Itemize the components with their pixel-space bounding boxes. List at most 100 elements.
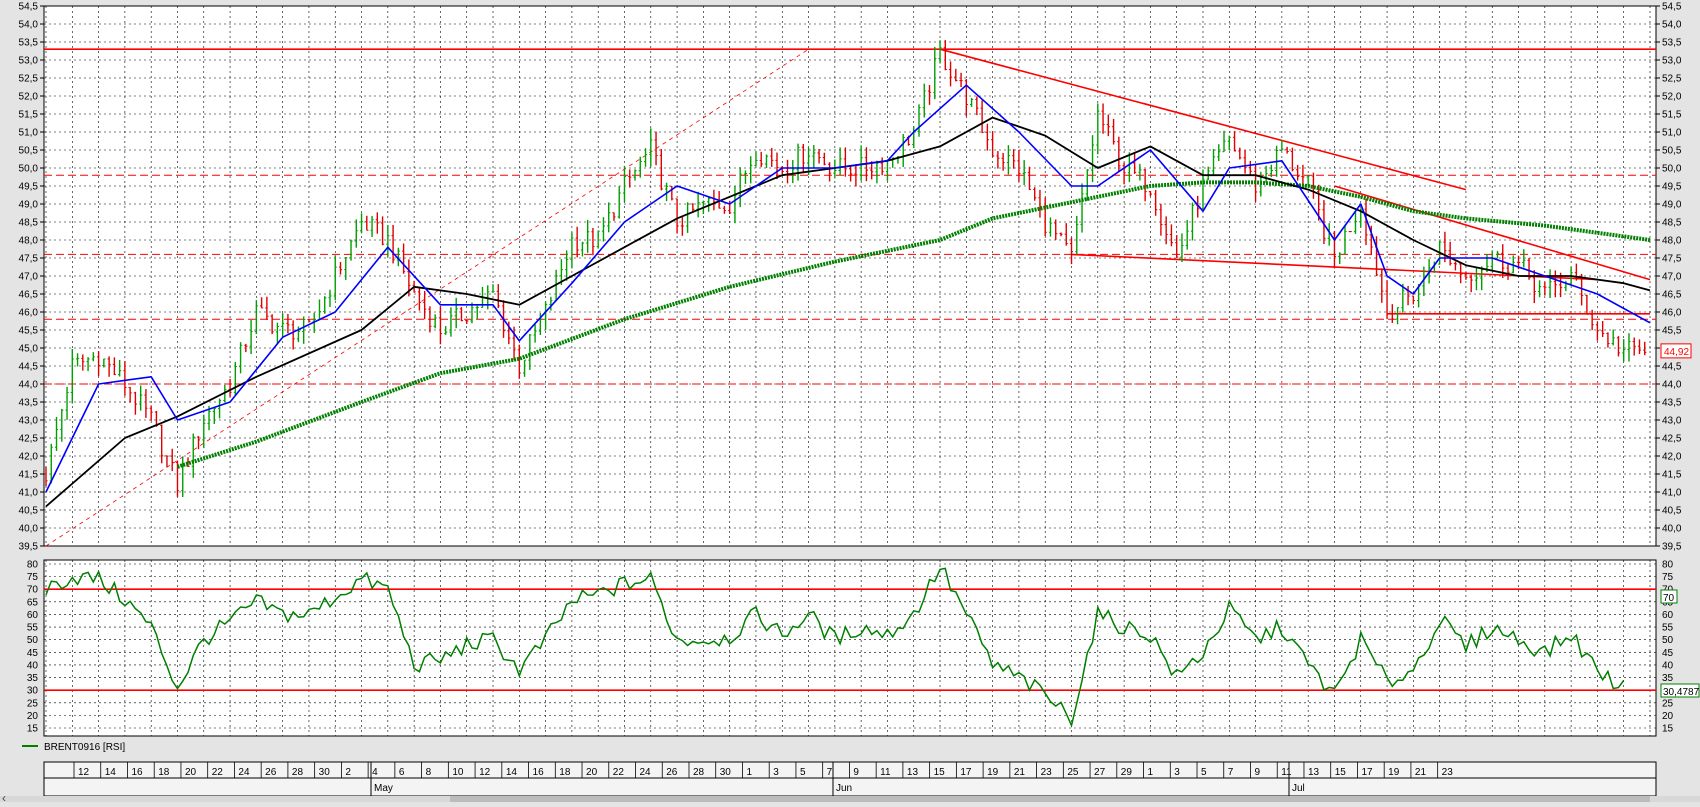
date-label: 4: [372, 767, 378, 778]
date-label: 17: [1361, 767, 1373, 778]
date-label: 9: [1254, 767, 1260, 778]
date-label: 15: [1335, 767, 1347, 778]
date-label: 23: [1041, 767, 1053, 778]
date-label: 24: [640, 767, 652, 778]
date-label: 21: [1415, 767, 1427, 778]
rsi-panel-frame: [43, 559, 1657, 737]
rsi-right-tick-label: 20: [1662, 711, 1674, 722]
price-right-tick-label: 50,0: [1662, 164, 1682, 175]
rsi-left-tick-label: 40: [27, 660, 39, 671]
price-right-tick-label: 51,0: [1662, 128, 1682, 139]
price-left-tick-label: 48,0: [19, 236, 39, 247]
rsi-left-tick-label: 20: [27, 711, 39, 722]
date-label: 1: [746, 767, 752, 778]
date-label: 5: [800, 767, 806, 778]
date-label: 3: [773, 767, 779, 778]
price-left-tick-label: 49,0: [19, 200, 39, 211]
rsi-series-line: [45, 567, 1625, 728]
trendline: [1334, 185, 1651, 281]
scrollbar-thumb[interactable]: [450, 796, 1650, 802]
rsi-right-tick-label: 60: [1662, 610, 1674, 621]
price-left-tick-label: 42,5: [19, 434, 39, 445]
price-right-tick-label: 42,5: [1662, 434, 1682, 445]
price-left-tick-label: 45,0: [19, 344, 39, 355]
price-right-tick-label: 48,5: [1662, 218, 1682, 229]
price-right-tick-label: 45,5: [1662, 326, 1682, 337]
date-label: 23: [1442, 767, 1454, 778]
scroll-left-arrow-icon[interactable]: ‹: [2, 791, 6, 805]
date-label: 12: [78, 767, 90, 778]
rsi-left-tick-label: 45: [27, 648, 39, 659]
rsi-legend: BRENT0916 [RSI]: [22, 742, 125, 753]
price-right-tick-label: 52,5: [1662, 74, 1682, 85]
date-label: 16: [131, 767, 143, 778]
rsi-right-tick-label: 75: [1662, 572, 1674, 583]
price-right-tick-label: 52,0: [1662, 92, 1682, 103]
date-axis: 12 14 16 18 20 22 24 26 28 30 2 4 6 8 10 12 14 16 18 20 22 24…: [73, 762, 1454, 796]
price-right-tick-label: 48,0: [1662, 236, 1682, 247]
rsi-right-tick-label: 35: [1662, 673, 1674, 684]
ma-fast-line: [45, 84, 1651, 493]
date-label: 5: [1201, 767, 1207, 778]
price-right-tick-label: 47,0: [1662, 272, 1682, 283]
rsi-right-tick-label: 15: [1662, 724, 1674, 735]
price-left-tick-label: 39,5: [19, 542, 39, 553]
date-label: 7: [827, 767, 833, 778]
date-label: 20: [586, 767, 598, 778]
date-label: 1: [1148, 767, 1154, 778]
rsi-left-tick-label: 55: [27, 623, 39, 634]
date-label: 27: [1094, 767, 1106, 778]
date-label: 19: [1388, 767, 1400, 778]
date-label: 6: [399, 767, 405, 778]
price-left-tick-label: 40,5: [19, 506, 39, 517]
rsi-right-tick-label: 40: [1662, 660, 1674, 671]
rsi-right-tick-label: 55: [1662, 623, 1674, 634]
price-right-tick-label: 53,5: [1662, 38, 1682, 49]
price-right-tick-label: 43,5: [1662, 398, 1682, 409]
price-left-tick-label: 50,0: [19, 164, 39, 175]
date-label: 26: [666, 767, 678, 778]
rsi-upper-box: [1660, 589, 1678, 604]
rsi-left-tick-label: 75: [27, 572, 39, 583]
date-label: 28: [292, 767, 304, 778]
date-label: 16: [533, 767, 545, 778]
date-label: 12: [479, 767, 491, 778]
price-right-tick-label: 43,0: [1662, 416, 1682, 427]
date-label: 26: [265, 767, 277, 778]
price-left-tick-label: 51,0: [19, 128, 39, 139]
rsi-right-tick-label: 45: [1662, 648, 1674, 659]
date-label: 19: [987, 767, 999, 778]
date-label: 7: [1228, 767, 1234, 778]
month-label: May: [374, 783, 393, 794]
price-left-tick-label: 49,5: [19, 182, 39, 193]
date-label: 2: [345, 767, 351, 778]
date-label: 18: [158, 767, 170, 778]
price-left-tick-label: 46,0: [19, 308, 39, 319]
date-axis-frame: [43, 761, 1657, 797]
date-label: 17: [960, 767, 972, 778]
price-right-tick-label: 54,0: [1662, 20, 1682, 31]
date-label: 24: [238, 767, 250, 778]
date-label: 30: [720, 767, 732, 778]
price-right-tick-label: 40,5: [1662, 506, 1682, 517]
rsi-left-tick-label: 65: [27, 597, 39, 608]
date-label: 14: [105, 767, 117, 778]
price-left-tick-label: 47,0: [19, 272, 39, 283]
rsi-legend-label: BRENT0916 [RSI]: [44, 742, 125, 753]
price-left-tick-label: 40,0: [19, 524, 39, 535]
date-label: 28: [693, 767, 705, 778]
trendline: [939, 48, 1467, 191]
rsi-left-tick-label: 60: [27, 610, 39, 621]
price-left-tick-label: 43,5: [19, 398, 39, 409]
price-left-tick-label: 42,0: [19, 452, 39, 463]
price-right-tick-label: 46,5: [1662, 290, 1682, 301]
month-label: Jul: [1292, 783, 1305, 794]
date-label: 22: [212, 767, 224, 778]
price-left-tick-label: 54,5: [19, 2, 39, 13]
price-right-tick-label: 49,0: [1662, 200, 1682, 211]
date-label: 18: [559, 767, 571, 778]
price-right-tick-label: 39,5: [1662, 542, 1682, 553]
price-left-tick-label: 46,5: [19, 290, 39, 301]
